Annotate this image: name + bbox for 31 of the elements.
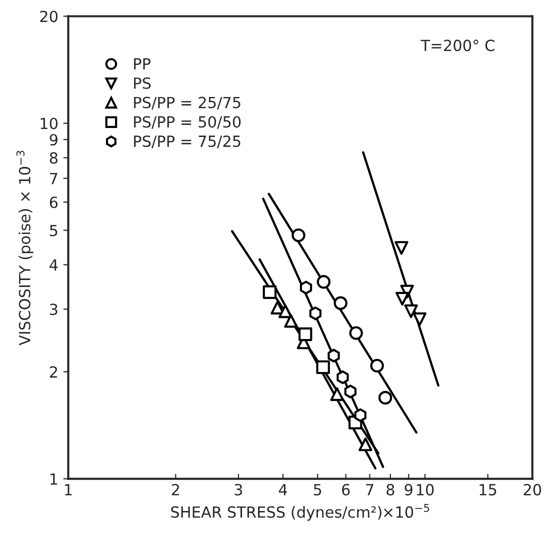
legend-label: PS/PP = 25/75	[134, 96, 240, 110]
y-axis-title: VISCOSITY (poise) × 10$^{−3}$	[16, 150, 34, 346]
y-tick-label: 9	[50, 134, 58, 146]
x-tick-label: 4	[278, 484, 288, 496]
y-tick-label: 8	[50, 152, 58, 164]
x-tick-label: 15	[480, 484, 496, 496]
legend-label: PS/PP = 50/50	[134, 116, 241, 129]
legend-label: PS/PP = 75/25	[134, 135, 240, 148]
x-tick-label: 1	[65, 484, 72, 496]
y-tick-label: 1	[50, 473, 58, 485]
y-tick-label: 10	[40, 118, 58, 130]
y-tick-label: 7	[50, 172, 58, 184]
x-tick-label: 20	[524, 484, 542, 496]
annotation: T=200° C	[420, 40, 494, 52]
x-tick-label: 3	[234, 484, 242, 496]
x-tick-label: 6	[342, 484, 350, 496]
x-axis-title: SHEAR STRESS (dynes/cm²)×10$^{−5}$	[171, 504, 430, 521]
y-tick-label: 20	[40, 10, 58, 22]
y-tick-label: 3	[50, 304, 58, 316]
y-tick-label: 6	[50, 196, 58, 208]
legend-label: PP	[134, 58, 150, 70]
x-tick-label: 8	[386, 484, 394, 496]
y-tick-label: 5	[50, 224, 58, 236]
y-tick-label: 4	[50, 259, 58, 271]
x-tick-label: 7	[366, 484, 374, 496]
x-tick-label: 5	[314, 484, 322, 496]
x-tick-label: 10	[416, 484, 434, 496]
x-tick-label: 2	[172, 484, 179, 496]
y-tick-label: 2	[50, 366, 57, 378]
legend-label: PS	[134, 77, 151, 89]
x-tick-label: 9	[404, 484, 412, 496]
